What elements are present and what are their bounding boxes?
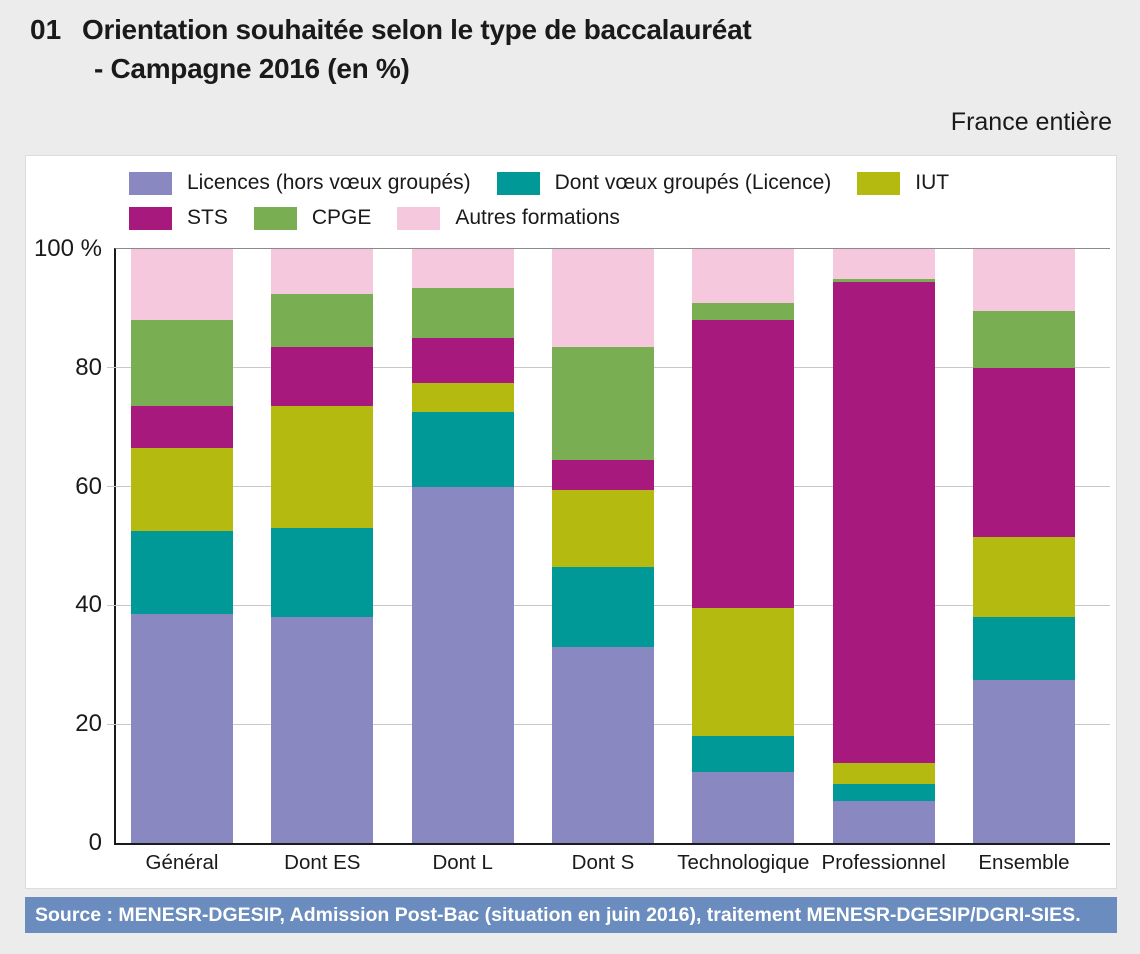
segment-sts-dont-s	[551, 459, 654, 490]
ytick-label-20: 20	[75, 710, 102, 738]
segment-cpge-g-n-ral	[131, 320, 233, 407]
bar-g-n-ral	[131, 249, 233, 843]
bar-dont-s	[551, 249, 654, 843]
legend-label-autres-formations: Autres formations	[455, 206, 620, 229]
segment-iut-g-n-ral	[131, 448, 233, 532]
segment-iut-ensemble	[972, 537, 1075, 618]
legend-label-licences-hors-v-ux-group-s: Licences (hors vœux groupés)	[187, 171, 471, 194]
plot-area: 0 20 40 60 80 100 % Général Dont ES Dont L Dont S…	[34, 236, 1110, 874]
legend-swatch-sts	[129, 206, 172, 230]
segment-sts-dont-es	[271, 347, 374, 407]
legend-swatch-cpge	[253, 206, 297, 230]
segment-licences-hors-v-ux-group-s-technologique	[692, 771, 795, 843]
segment-cpge-dont-l	[411, 287, 514, 339]
legend-item-sts: STS	[129, 206, 228, 230]
bar-professionnel	[832, 249, 935, 843]
source-text: Source : MENESR-DGESIP, Admission Post-B…	[35, 903, 1081, 926]
segment-licences-hors-v-ux-group-s-g-n-ral	[131, 614, 233, 843]
legend-label-cpge: CPGE	[311, 206, 372, 229]
segment-iut-technologique	[692, 608, 795, 737]
legend-label-iut: IUT	[915, 171, 950, 194]
segment-cpge-ensemble	[972, 311, 1075, 368]
segment-dont-v-ux-group-s-licence-dont-s	[551, 566, 654, 647]
segment-licences-hors-v-ux-group-s-ensemble	[972, 679, 1075, 843]
ytick-label-80: 80	[75, 353, 102, 381]
bar-dont-es	[271, 249, 374, 843]
segment-autres-formations-technologique	[692, 249, 795, 303]
segment-sts-dont-l	[411, 338, 514, 383]
segment-licences-hors-v-ux-group-s-dont-es	[271, 617, 374, 843]
bar-technologique	[692, 249, 795, 843]
xcat-label-professionnel: Professionnel	[821, 851, 946, 874]
segment-cpge-dont-s	[551, 347, 654, 460]
xcat-label-dont-s: Dont S	[571, 851, 635, 874]
legend-item-autres-formations: Autres formations	[397, 206, 620, 230]
legend-item-cpge: CPGE	[253, 206, 372, 230]
bar-ensemble	[972, 249, 1075, 843]
legend-item-dont-v-ux-group-s-licence: Dont vœux groupés (Licence)	[496, 171, 832, 195]
chart-panel: Licences (hors vœux groupés) Dont vœux gr…	[25, 155, 1117, 889]
segment-dont-v-ux-group-s-licence-professionnel	[832, 783, 935, 802]
ytick-label-40: 40	[75, 591, 102, 619]
segment-sts-ensemble	[972, 367, 1075, 538]
segment-cpge-dont-es	[271, 293, 374, 348]
segment-iut-dont-s	[551, 489, 654, 567]
xcat-label-g-n-ral: Général	[145, 851, 219, 874]
legend-row-2: STS CPGE Autres formations	[129, 206, 620, 230]
segment-autres-formations-dont-s	[551, 249, 654, 348]
segment-sts-g-n-ral	[131, 406, 233, 448]
ytick-label-60: 60	[75, 472, 102, 500]
segment-autres-formations-dont-es	[271, 249, 374, 294]
legend-swatch-autres-formations	[397, 206, 441, 230]
ytick-label-100: 100 %	[33, 235, 102, 262]
legend-label-sts: STS	[187, 206, 228, 229]
legend-swatch-iut	[857, 171, 901, 195]
xcat-label-dont-es: Dont ES	[284, 851, 361, 874]
legend-swatch-dont-v-ux-group-s-licence	[496, 171, 540, 195]
bar-dont-l	[411, 249, 514, 843]
region-note: France entière	[950, 108, 1112, 136]
segment-dont-v-ux-group-s-licence-dont-es	[271, 528, 374, 618]
source-bar: Source : MENESR-DGESIP, Admission Post-B…	[25, 897, 1117, 933]
segment-dont-v-ux-group-s-licence-technologique	[692, 736, 795, 772]
segment-cpge-professionnel	[832, 278, 935, 282]
segment-autres-formations-g-n-ral	[131, 249, 233, 321]
segment-autres-formations-professionnel	[832, 249, 935, 279]
segment-dont-v-ux-group-s-licence-dont-l	[411, 412, 514, 487]
segment-autres-formations-dont-l	[411, 249, 514, 288]
legend-item-iut: IUT	[857, 171, 949, 195]
segment-cpge-technologique	[692, 302, 795, 321]
segment-sts-technologique	[692, 320, 795, 609]
legend-label-dont-v-ux-group-s-licence: Dont vœux groupés (Licence)	[554, 171, 832, 194]
xcat-label-technologique: Technologique	[677, 851, 810, 874]
segment-licences-hors-v-ux-group-s-dont-s	[551, 646, 654, 843]
xcat-label-ensemble: Ensemble	[978, 851, 1070, 874]
segment-licences-hors-v-ux-group-s-dont-l	[411, 486, 514, 843]
segment-dont-v-ux-group-s-licence-ensemble	[972, 617, 1075, 680]
legend-item-licences-hors-v-ux-group-s: Licences (hors vœux groupés)	[129, 171, 471, 195]
segment-iut-professionnel	[832, 762, 935, 784]
figure-number: 01	[30, 14, 62, 45]
segment-iut-dont-es	[271, 406, 374, 529]
legend-row-1: Licences (hors vœux groupés) Dont vœux gr…	[129, 171, 949, 195]
xcat-label-dont-l: Dont L	[432, 851, 493, 874]
segment-iut-dont-l	[411, 382, 514, 413]
legend-swatch-licences-hors-v-ux-group-s	[129, 171, 172, 195]
segment-licences-hors-v-ux-group-s-professionnel	[832, 801, 935, 843]
ytick-label-0: 0	[88, 829, 102, 856]
chart-title-line2: - Campagne 2016 (en %)	[94, 53, 410, 84]
segment-autres-formations-ensemble	[972, 249, 1075, 312]
segment-dont-v-ux-group-s-licence-g-n-ral	[131, 531, 233, 615]
segment-sts-professionnel	[832, 281, 935, 763]
chart-title-line1: Orientation souhaitée selon le type de b…	[82, 14, 752, 45]
